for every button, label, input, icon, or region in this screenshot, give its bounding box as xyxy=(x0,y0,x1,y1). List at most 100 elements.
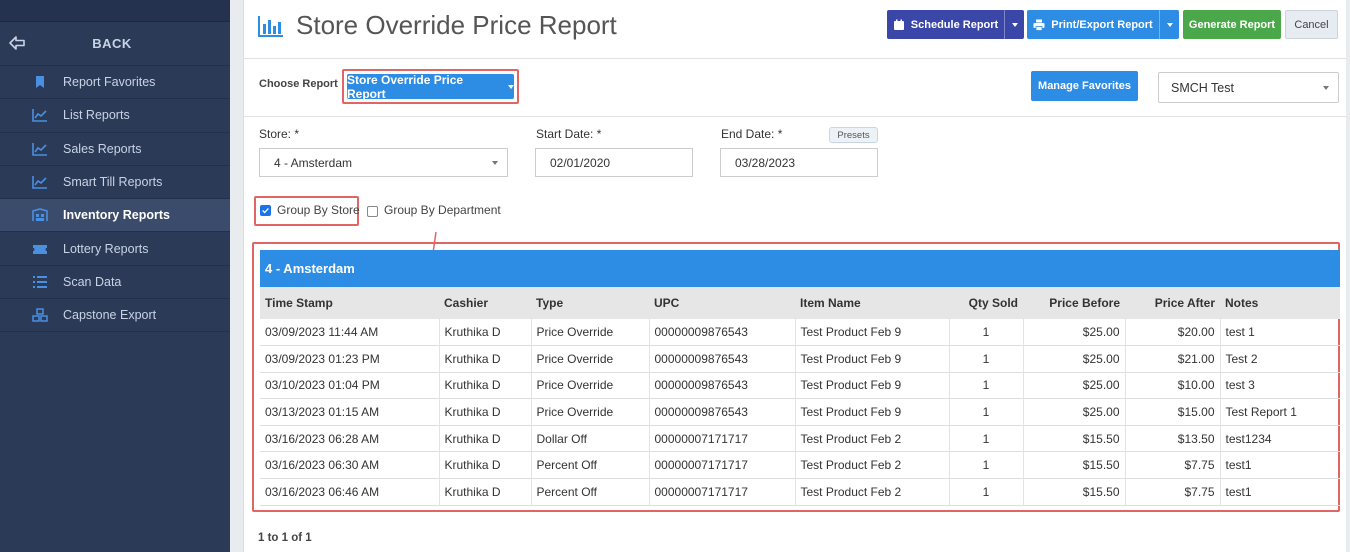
start-date-input[interactable]: 02/01/2020 xyxy=(535,148,693,177)
schedule-dropdown-toggle[interactable] xyxy=(1004,10,1024,39)
presets-button[interactable]: Presets xyxy=(829,127,878,143)
sidebar-item-label: List Reports xyxy=(63,108,130,123)
cell-cashier: Kruthika D xyxy=(439,425,532,452)
sidebar-item-label: Scan Data xyxy=(63,274,122,289)
column-header[interactable]: Qty Sold xyxy=(968,296,1018,310)
cell-item-name: Test Product Feb 9 xyxy=(795,319,950,346)
cell-type: Percent Off xyxy=(531,478,650,506)
bar-chart-icon xyxy=(258,15,283,37)
cell-qty: 1 xyxy=(949,451,1024,479)
start-date-label: Start Date: * xyxy=(536,127,602,141)
table-row: 03/16/2023 06:30 AM Kruthika D Percent O… xyxy=(260,451,1340,479)
boxes-icon xyxy=(32,308,48,322)
cell-upc: 00000009876543 xyxy=(649,372,796,399)
sidebar: BACK Report Favorites List Reports Sales… xyxy=(0,0,230,552)
cell-qty: 1 xyxy=(949,372,1024,399)
table-row: 03/09/2023 11:44 AM Kruthika D Price Ove… xyxy=(260,319,1340,346)
cell-timestamp: 03/16/2023 06:46 AM xyxy=(260,478,440,506)
column-header[interactable]: Cashier xyxy=(444,296,489,310)
cell-cashier: Kruthika D xyxy=(439,319,532,346)
column-header[interactable]: Price After xyxy=(1154,296,1215,310)
print-dropdown-toggle[interactable] xyxy=(1159,10,1179,39)
column-header[interactable]: Notes xyxy=(1225,296,1259,310)
choose-report-dropdown[interactable]: Store Override Price Report xyxy=(347,73,514,101)
caret-down-icon xyxy=(1166,22,1173,27)
column-header[interactable]: UPC xyxy=(654,296,680,310)
sidebar-item-capstone-export[interactable]: Capstone Export xyxy=(0,299,230,333)
cell-price-before: $15.50 xyxy=(1023,478,1126,506)
sidebar-item-inventory-reports[interactable]: Inventory Reports xyxy=(0,199,230,233)
cell-notes: test1 xyxy=(1225,458,1252,473)
cell-qty: 1 xyxy=(949,398,1024,426)
cell-price-after: $20.00 xyxy=(1125,319,1221,346)
start-date-value: 02/01/2020 xyxy=(550,155,611,170)
schedule-report-label: Schedule Report xyxy=(910,18,999,31)
cell-timestamp: 03/09/2023 11:44 AM xyxy=(260,319,440,346)
cell-type: Price Override xyxy=(531,372,650,399)
cell-notes: Test Report 1 xyxy=(1225,405,1297,420)
chart-line-icon xyxy=(32,142,47,156)
cell-timestamp: 03/16/2023 06:30 AM xyxy=(260,451,440,479)
print-export-button[interactable]: Print/Export Report xyxy=(1027,10,1179,39)
cell-price-before: $25.00 xyxy=(1023,345,1126,373)
cell-price-before: $25.00 xyxy=(1023,398,1126,426)
divider xyxy=(244,116,1347,117)
cell-qty: 1 xyxy=(949,478,1024,506)
cell-upc: 00000007171717 xyxy=(649,478,796,506)
sidebar-item-label: Inventory Reports xyxy=(63,208,170,223)
cell-cashier: Kruthika D xyxy=(439,372,532,399)
group-by-store-highlight xyxy=(254,196,359,226)
store-select[interactable]: 4 - Amsterdam xyxy=(259,148,508,177)
sidebar-item-label: Report Favorites xyxy=(63,75,156,90)
cell-type: Price Override xyxy=(531,398,650,426)
caret-down-icon xyxy=(1323,86,1329,90)
cell-qty: 1 xyxy=(949,425,1024,452)
cell-qty: 1 xyxy=(949,319,1024,346)
sidebar-item-label: Smart Till Reports xyxy=(63,175,163,190)
sidebar-item-lottery-reports[interactable]: Lottery Reports xyxy=(0,232,230,266)
account-select[interactable]: SMCH Test xyxy=(1158,72,1339,103)
cell-upc: 00000007171717 xyxy=(649,451,796,479)
sidebar-item-smart-till-reports[interactable]: Smart Till Reports xyxy=(0,166,230,200)
table-row: 03/16/2023 06:46 AM Kruthika D Percent O… xyxy=(260,478,1340,506)
column-header[interactable]: Time Stamp xyxy=(265,296,333,310)
report-table: Time Stamp Cashier Type UPC Item Name Qt… xyxy=(260,287,1340,506)
account-select-value: SMCH Test xyxy=(1171,80,1234,95)
pagination-status: 1 to 1 of 1 xyxy=(258,532,312,544)
end-date-input[interactable]: 03/28/2023 xyxy=(720,148,878,177)
cancel-button[interactable]: Cancel xyxy=(1285,10,1338,39)
main-panel: Store Override Price Report Schedule Rep… xyxy=(243,0,1347,552)
column-header[interactable]: Item Name xyxy=(800,296,861,310)
schedule-report-button[interactable]: Schedule Report xyxy=(887,10,1024,39)
sidebar-item-scan-data[interactable]: Scan Data xyxy=(0,266,230,300)
back-button[interactable]: BACK xyxy=(0,22,230,66)
table-header-row: Time Stamp Cashier Type UPC Item Name Qt… xyxy=(260,287,1340,319)
manage-favorites-button[interactable]: Manage Favorites xyxy=(1031,71,1138,101)
warehouse-icon xyxy=(32,208,48,222)
group-by-store-checkbox[interactable] xyxy=(260,205,271,216)
cell-cashier: Kruthika D xyxy=(439,478,532,506)
cell-price-before: $15.50 xyxy=(1023,451,1126,479)
column-header[interactable]: Type xyxy=(536,296,564,310)
store-label: Store: * xyxy=(259,127,300,141)
table-row: 03/10/2023 01:04 PM Kruthika D Price Ove… xyxy=(260,372,1340,399)
column-header[interactable]: Price Before xyxy=(1049,296,1120,310)
cell-price-before: $25.00 xyxy=(1023,372,1126,399)
sidebar-item-sales-reports[interactable]: Sales Reports xyxy=(0,133,230,166)
cell-type: Price Override xyxy=(531,319,650,346)
cell-type: Percent Off xyxy=(531,451,650,479)
page-header: Store Override Price Report xyxy=(258,10,617,41)
group-by-store-label: Group By Store xyxy=(277,203,360,217)
generate-report-button[interactable]: Generate Report xyxy=(1183,10,1281,39)
sidebar-item-report-favorites[interactable]: Report Favorites xyxy=(0,66,230,100)
cell-upc: 00000007171717 xyxy=(649,425,796,452)
cell-cashier: Kruthika D xyxy=(439,345,532,373)
end-date-label: End Date: * xyxy=(721,127,783,141)
group-by-department-checkbox[interactable] xyxy=(367,206,378,217)
group-by-department-label: Group By Department xyxy=(384,203,501,217)
cell-cashier: Kruthika D xyxy=(439,398,532,426)
store-select-value: 4 - Amsterdam xyxy=(274,155,353,170)
sidebar-item-list-reports[interactable]: List Reports xyxy=(0,99,230,133)
cell-timestamp: 03/09/2023 01:23 PM xyxy=(260,345,440,373)
list-icon xyxy=(33,275,47,288)
